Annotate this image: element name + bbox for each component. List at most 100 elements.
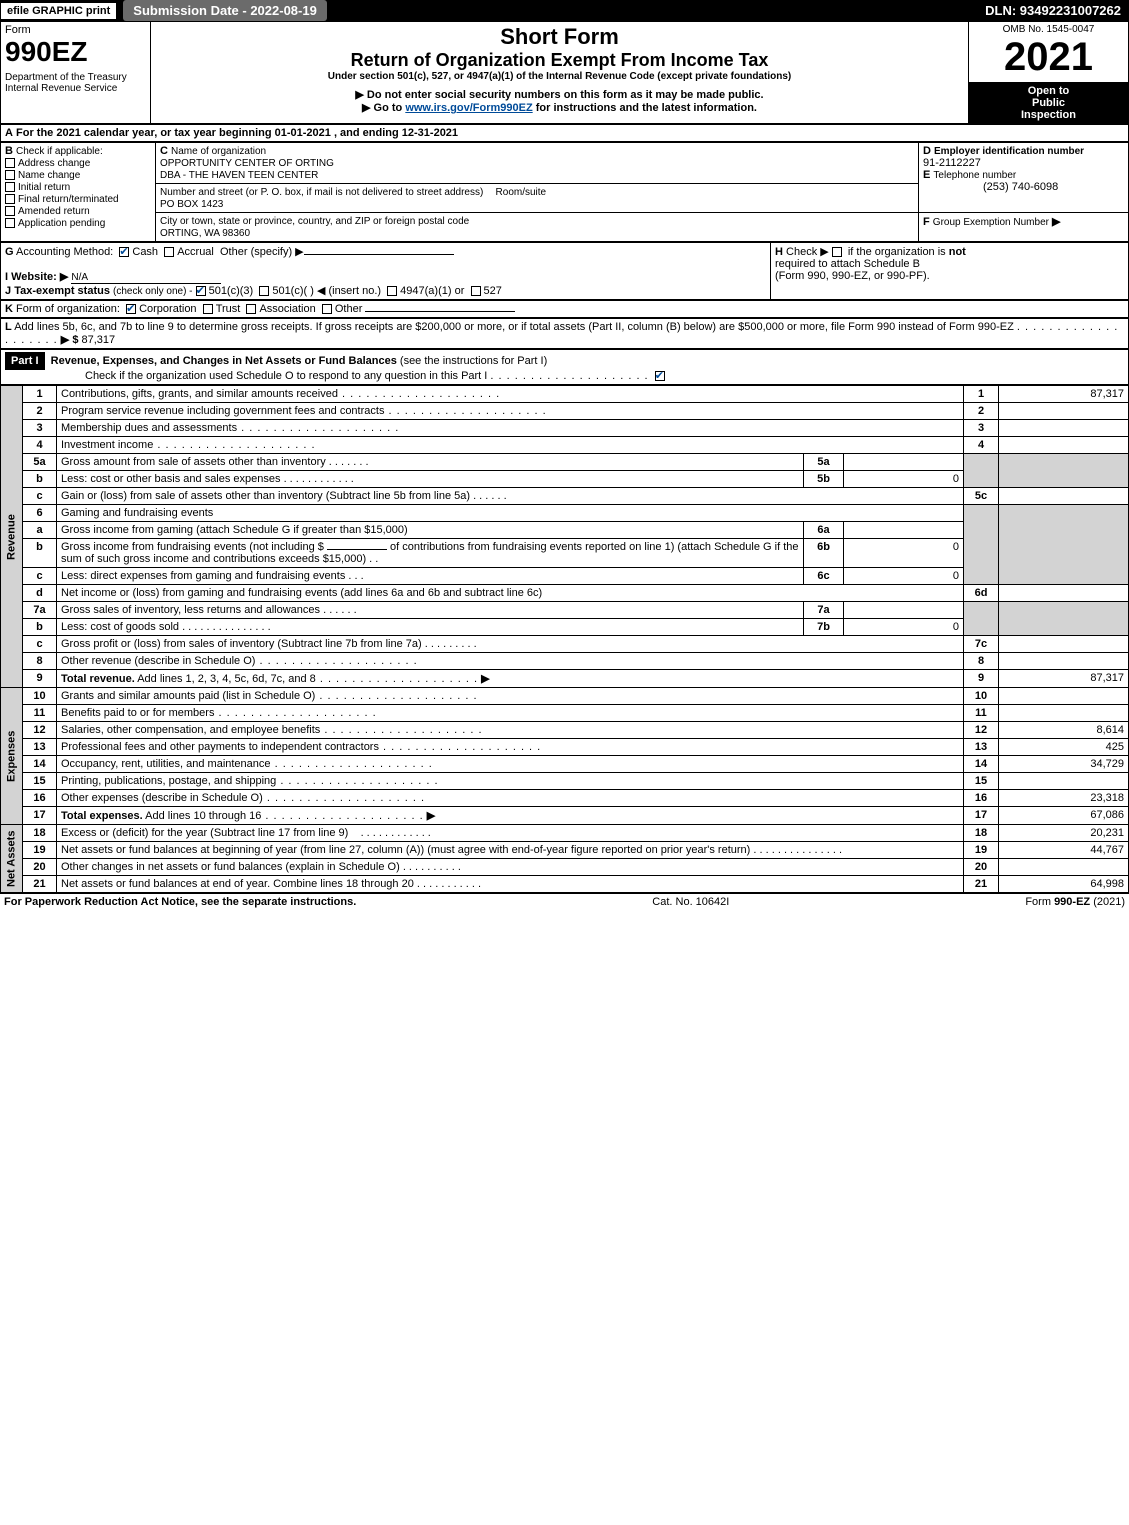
line7a-text: Gross sales of inventory, less returns a… (61, 604, 320, 616)
checkbox-501c[interactable] (259, 286, 269, 296)
goto-post: for instructions and the latest informat… (533, 102, 757, 114)
line-4: 4 Investment income 4 (1, 437, 1129, 454)
label-other-method: Other (specify) ▶ (220, 246, 304, 258)
line7b-num: b (23, 619, 57, 636)
checkbox-501c3[interactable] (196, 286, 206, 296)
part1-header: Part I Revenue, Expenses, and Changes in… (0, 349, 1129, 385)
line4-box: 4 (964, 437, 999, 454)
line-10: Expenses 10 Grants and similar amounts p… (1, 688, 1129, 705)
line6c-text: Less: direct expenses from gaming and fu… (61, 570, 345, 582)
line-3: 3 Membership dues and assessments 3 (1, 420, 1129, 437)
accounting-method-label: Accounting Method: (16, 246, 113, 258)
line8-val (999, 653, 1129, 670)
form-header: Form 990EZ Department of the Treasury In… (0, 21, 1129, 124)
line6d-num: d (23, 585, 57, 602)
checkbox-other-org[interactable] (322, 304, 332, 314)
checkbox-schedule-o[interactable] (655, 371, 665, 381)
checkbox-527[interactable] (471, 286, 481, 296)
line6b-sub: 6b (804, 539, 844, 568)
label-527: 527 (484, 285, 502, 297)
line5b-text: Less: cost or other basis and sales expe… (61, 473, 281, 485)
line11-val (999, 705, 1129, 722)
checkbox-4947[interactable] (387, 286, 397, 296)
line16-val: 23,318 (999, 790, 1129, 807)
group-exemption-label: Group Exemption Number (933, 217, 1049, 228)
line6c-sub: 6c (804, 568, 844, 585)
h-check-post: if the organization is (848, 246, 949, 258)
shaded-5 (964, 454, 999, 488)
shaded-5b (999, 454, 1129, 488)
line8-text: Other revenue (describe in Schedule O) (61, 655, 255, 667)
other-org-field[interactable] (365, 311, 515, 312)
line1-box: 1 (964, 386, 999, 403)
checkbox-corporation[interactable] (126, 304, 136, 314)
irs-link[interactable]: www.irs.gov/Form990EZ (405, 102, 532, 114)
label-accrual: Accrual (177, 246, 214, 258)
line10-box: 10 (964, 688, 999, 705)
line3-num: 3 (23, 420, 57, 437)
line-1: Revenue 1 Contributions, gifts, grants, … (1, 386, 1129, 403)
form-number: 990EZ (5, 36, 146, 68)
h-line2: required to attach Schedule B (775, 258, 920, 270)
line6a-num: a (23, 522, 57, 539)
line20-box: 20 (964, 859, 999, 876)
checkbox-address-change[interactable] (5, 158, 15, 168)
dept-treasury: Department of the Treasury (5, 72, 146, 83)
line17-text2: Add lines 10 through 16 (145, 810, 261, 822)
ein-value: 91-2112227 (923, 157, 981, 169)
dots-o (490, 370, 648, 382)
line6d-val (999, 585, 1129, 602)
phone-value: (253) 740-6098 (923, 181, 1058, 193)
gross-receipts-value: 87,317 (82, 334, 116, 346)
checkbox-accrual[interactable] (164, 247, 174, 257)
line5b-val: 0 (844, 471, 964, 488)
checkbox-final-return[interactable] (5, 194, 15, 204)
line20-text: Other changes in net assets or fund bala… (61, 861, 400, 873)
line6b-blank[interactable] (327, 549, 387, 550)
line-6d: d Net income or (loss) from gaming and f… (1, 585, 1129, 602)
label-address-change: Address change (18, 158, 90, 169)
line5a-num: 5a (23, 454, 57, 471)
checkbox-schedule-b[interactable] (832, 247, 842, 257)
other-method-field[interactable] (304, 254, 454, 255)
line-8: 8 Other revenue (describe in Schedule O)… (1, 653, 1129, 670)
dln-label: DLN: 93492231007262 (977, 1, 1129, 20)
line5a-sub: 5a (804, 454, 844, 471)
checkbox-cash[interactable] (119, 247, 129, 257)
label-501c: 501(c)( ) ◀ (insert no.) (272, 285, 381, 297)
line-18: Net Assets 18 Excess or (deficit) for th… (1, 825, 1129, 842)
line7a-sub: 7a (804, 602, 844, 619)
line17-box: 17 (964, 807, 999, 825)
letter-e: E (923, 169, 930, 181)
checkbox-initial-return[interactable] (5, 182, 15, 192)
checkbox-amended[interactable] (5, 206, 15, 216)
line18-box: 18 (964, 825, 999, 842)
line6b-num: b (23, 539, 57, 568)
label-name-change: Name change (18, 170, 80, 181)
line13-text: Professional fees and other payments to … (61, 741, 379, 753)
line9-text2: Add lines 1, 2, 3, 4, 5c, 6d, 7c, and 8 (137, 673, 316, 685)
top-bar: efile GRAPHIC print Submission Date - 20… (0, 0, 1129, 21)
line18-val: 20,231 (999, 825, 1129, 842)
checkbox-trust[interactable] (203, 304, 213, 314)
street-label: Number and street (or P. O. box, if mail… (160, 187, 483, 198)
line6b-val: 0 (844, 539, 964, 568)
checkbox-app-pending[interactable] (5, 218, 15, 228)
line3-text: Membership dues and assessments (61, 422, 237, 434)
line5c-val (999, 488, 1129, 505)
line19-num: 19 (23, 842, 57, 859)
dba-name: DBA - THE HAVEN TEEN CENTER (160, 170, 318, 181)
line-6b: b Gross income from fundraising events (… (1, 539, 1129, 568)
line6-text: Gaming and fundraising events (61, 507, 213, 519)
efile-label[interactable]: efile GRAPHIC print (0, 2, 117, 20)
letter-k: K (5, 303, 13, 315)
checkbox-association[interactable] (246, 304, 256, 314)
line9-val: 87,317 (999, 670, 1129, 688)
line6a-text: Gross income from gaming (attach Schedul… (61, 524, 408, 536)
checkbox-name-change[interactable] (5, 170, 15, 180)
line7a-num: 7a (23, 602, 57, 619)
line-17: 17 Total expenses. Add lines 10 through … (1, 807, 1129, 825)
city-value: ORTING, WA 98360 (160, 228, 250, 239)
section-a-text: For the 2021 calendar year, or tax year … (16, 127, 458, 139)
letter-h: H (775, 246, 783, 258)
